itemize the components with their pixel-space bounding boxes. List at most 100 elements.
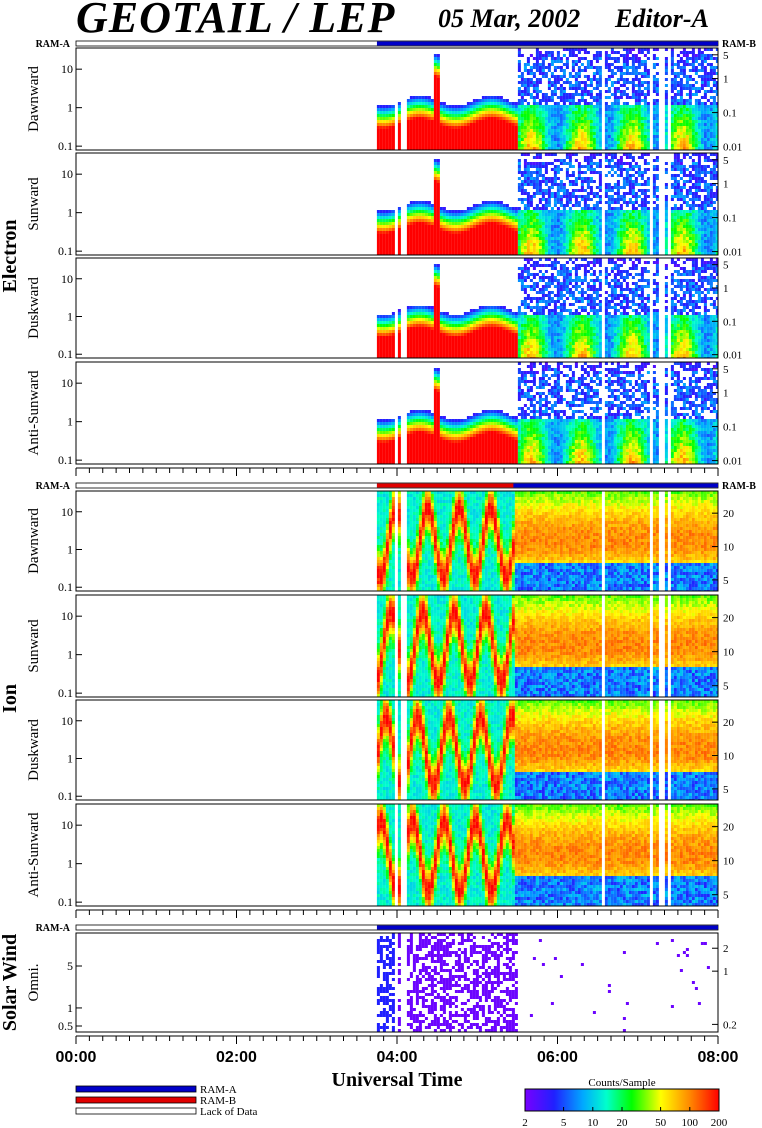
spectrogram-cells xyxy=(376,700,718,800)
rtick-label: 5 xyxy=(723,890,729,902)
rtick-label: 0.01 xyxy=(723,350,742,362)
spectrogram-cells xyxy=(376,595,718,697)
panel-solar-wind-omni-: Omni. 0.5 1 5 0.2 1 2 xyxy=(26,932,737,1033)
rtick-label: 20 xyxy=(723,613,735,625)
rtick-label: 5 xyxy=(723,50,729,62)
panel-frame xyxy=(75,152,719,256)
ytick-label: 1 xyxy=(67,101,73,115)
ytick-label: 1 xyxy=(67,857,73,871)
instrument-title: GEOTAIL / LEP xyxy=(76,0,395,43)
panel-electron-duskward: Duskward 0.1 1 10 0.01 0.1 1 5 xyxy=(26,257,742,362)
ytick-label: 10 xyxy=(61,714,73,728)
rtick-label: 0.1 xyxy=(723,316,737,328)
panel-ylabel: Duskward xyxy=(26,277,42,339)
ytick-label: 0.5 xyxy=(58,1019,73,1033)
rtick-label: 0.1 xyxy=(723,108,737,120)
rtick-label: 10 xyxy=(723,751,735,763)
ytick-label: 0.1 xyxy=(58,895,73,909)
legend-swatch-ram-b xyxy=(75,1096,197,1104)
colorbar-tick-label: 5 xyxy=(561,1117,567,1128)
rtick-label: 5 xyxy=(723,784,729,796)
time-axis-1 xyxy=(75,909,719,918)
rtick-label: 1 xyxy=(723,74,729,86)
panel-ylabel: Dawnward xyxy=(26,508,42,574)
panel-ylabel: Sunward xyxy=(26,619,42,673)
ram-bar-0: RAM-A RAM-B xyxy=(36,39,757,50)
rtick-label: 1 xyxy=(723,283,729,295)
rtick-label: 20 xyxy=(723,508,735,520)
x-axis-title: Universal Time xyxy=(332,1069,463,1091)
spectrogram-cells xyxy=(376,491,718,591)
panel-ylabel: Sunward xyxy=(26,177,42,231)
panel-frame xyxy=(75,47,719,151)
ram-b-label: RAM-B xyxy=(722,481,756,492)
colorbar-title: Counts/Sample xyxy=(588,1077,655,1089)
panel-frame xyxy=(75,490,719,592)
colorbar-tick-label: 50 xyxy=(655,1117,667,1128)
ytick-label: 0.1 xyxy=(58,453,73,467)
ytick-label: 0.1 xyxy=(58,686,73,700)
panel-electron-dawnward: Dawnward 0.1 1 10 0.01 0.1 1 5 xyxy=(26,47,742,154)
xtick-label: 06:00 xyxy=(537,1049,578,1066)
spectrogram-cells xyxy=(376,933,710,1032)
rtick-label: 1 xyxy=(723,966,729,978)
ytick-label: 1 xyxy=(67,1001,73,1015)
ytick-label: 10 xyxy=(61,505,73,519)
panel-frame xyxy=(75,257,719,359)
editor-title: Editor-A xyxy=(615,4,709,34)
panel-ion-dawnward: Dawnward 0.1 1 10 5 10 20 xyxy=(26,490,735,594)
ytick-label: 10 xyxy=(61,272,73,286)
ytick-label: 1 xyxy=(67,751,73,765)
spectrogram-cells xyxy=(376,153,718,255)
panel-ylabel: Dawnward xyxy=(26,66,42,132)
group-label-ion: Ion xyxy=(0,684,21,713)
panel-ylabel: Duskward xyxy=(26,719,42,781)
rtick-label: 0.2 xyxy=(723,1019,737,1031)
panel-ion-anti-sunward: Anti-Sunward 0.1 1 10 5 10 20 xyxy=(26,803,735,909)
spectrogram-cells xyxy=(376,804,718,906)
rtick-label: 1 xyxy=(723,388,729,400)
legend-swatch-ram-a xyxy=(75,1085,197,1093)
ram-bar-1: RAM-A RAM-B xyxy=(36,481,757,492)
ytick-label: 5 xyxy=(67,959,73,973)
xtick-label: 08:00 xyxy=(698,1049,739,1066)
panel-ion-sunward: Sunward 0.1 1 10 5 10 20 xyxy=(26,594,735,700)
spectrogram-cells xyxy=(376,258,718,358)
spectrogram-cells xyxy=(376,48,718,150)
colorbar-tick-label: 2 xyxy=(522,1117,528,1128)
rtick-label: 5 xyxy=(723,260,729,272)
rtick-label: 0.1 xyxy=(723,213,737,225)
ram-a-segment xyxy=(376,483,718,488)
ytick-label: 1 xyxy=(67,415,73,429)
ram-a-label: RAM-A xyxy=(36,923,71,934)
ytick-label: 10 xyxy=(61,376,73,390)
ram-a-segment xyxy=(376,41,718,46)
spectrogram-cells xyxy=(376,362,718,464)
rtick-label: 0.01 xyxy=(723,456,742,468)
rtick-label: 5 xyxy=(723,681,729,693)
ytick-label: 1 xyxy=(67,309,73,323)
ytick-label: 10 xyxy=(61,167,73,181)
ram-a-label: RAM-A xyxy=(36,39,71,50)
time-axis-0 xyxy=(75,467,719,476)
time-axis-2 xyxy=(75,1035,719,1044)
ram-bar-2: RAM-A xyxy=(36,923,719,934)
xtick-label: 04:00 xyxy=(377,1049,418,1066)
legend-label: RAM-B xyxy=(200,1095,236,1107)
panel-ylabel: Anti-Sunward xyxy=(26,370,42,455)
panel-frame xyxy=(75,932,719,1033)
rtick-label: 5 xyxy=(723,575,729,587)
ytick-label: 1 xyxy=(67,542,73,556)
ytick-label: 0.1 xyxy=(58,789,73,803)
rtick-label: 0.01 xyxy=(723,247,742,259)
panel-ylabel: Omni. xyxy=(26,964,42,1002)
ytick-label: 0.1 xyxy=(58,139,73,153)
date-title: 05 Mar, 2002 xyxy=(438,4,580,34)
rtick-label: 1 xyxy=(723,179,729,191)
ytick-label: 10 xyxy=(61,609,73,623)
ram-a-segment xyxy=(376,925,718,930)
colorbar-tick-label: 10 xyxy=(587,1117,599,1128)
rtick-label: 10 xyxy=(723,542,735,554)
group-label-solar-wind: Solar Wind xyxy=(0,934,21,1031)
